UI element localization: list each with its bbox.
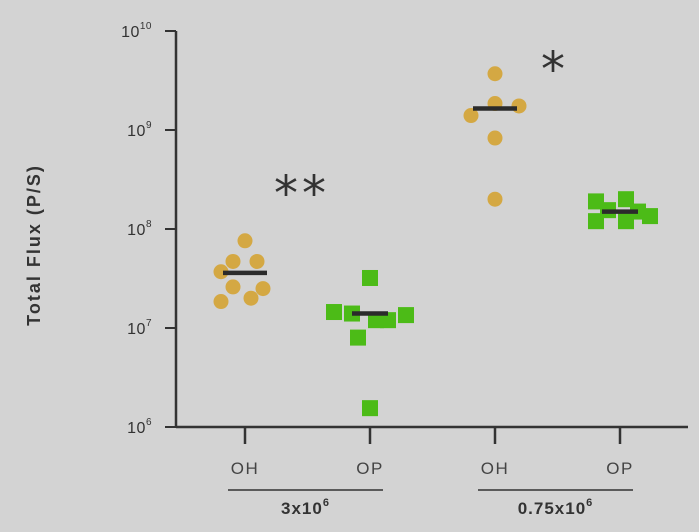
- group-label-base: 3x10: [281, 499, 323, 518]
- x-tick-label: OH: [231, 459, 260, 478]
- data-point-square: [618, 213, 634, 230]
- data-point-circle: [225, 279, 241, 295]
- data-point-square: [618, 191, 634, 208]
- data-point-square: [588, 213, 604, 230]
- data-point-circle: [225, 253, 241, 269]
- significance-marker: *: [541, 42, 569, 98]
- data-point-circle: [487, 66, 503, 82]
- y-tick-label: 106: [127, 417, 152, 437]
- y-tick-label-exponent: 8: [146, 219, 152, 230]
- data-point-square: [380, 312, 396, 329]
- y-tick-label: 107: [127, 318, 152, 338]
- y-tick-label-base: 10: [127, 420, 146, 437]
- data-point-circle: [213, 294, 229, 310]
- y-tick-label: 1010: [121, 21, 152, 41]
- group-label: 0.75x106: [518, 497, 594, 518]
- x-tick-label: OP: [606, 459, 634, 478]
- group-label: 3x106: [281, 497, 330, 518]
- y-tick-label-base: 10: [127, 123, 146, 140]
- data-point-circle: [463, 108, 479, 124]
- data-point-circle: [487, 130, 503, 146]
- data-marks: [213, 66, 658, 417]
- axes: [165, 30, 688, 491]
- data-point-circle: [243, 290, 259, 306]
- y-tick-label-base: 10: [127, 222, 146, 239]
- x-tick-label: OH: [481, 459, 510, 478]
- data-point-circle: [237, 233, 253, 249]
- data-point-square: [350, 329, 366, 346]
- data-point-circle: [213, 264, 229, 280]
- data-point-circle: [249, 253, 265, 269]
- y-tick-label: 108: [127, 219, 152, 239]
- data-point-square: [362, 400, 378, 417]
- y-tick-label-exponent: 6: [146, 417, 152, 428]
- y-tick-label: 109: [127, 120, 152, 140]
- y-tick-label-base: 10: [121, 24, 140, 41]
- group-label-exponent: 6: [586, 497, 593, 509]
- group-label-exponent: 6: [323, 497, 330, 509]
- y-tick-label-base: 10: [127, 321, 146, 338]
- data-point-circle: [511, 98, 527, 114]
- data-point-square: [398, 307, 414, 324]
- x-tick-label: OP: [356, 459, 384, 478]
- data-point-square: [326, 304, 342, 321]
- group-label-base: 0.75x10: [518, 499, 586, 518]
- data-point-square: [642, 208, 658, 225]
- y-tick-label-exponent: 7: [146, 318, 152, 329]
- y-tick-label-exponent: 9: [146, 120, 152, 131]
- data-point-circle: [487, 191, 503, 207]
- data-point-square: [362, 269, 378, 286]
- data-point-circle: [255, 281, 271, 297]
- significance-marker: **: [274, 166, 330, 222]
- y-tick-label-exponent: 10: [140, 21, 152, 32]
- y-axis-title: Total Flux (P/S): [24, 164, 44, 326]
